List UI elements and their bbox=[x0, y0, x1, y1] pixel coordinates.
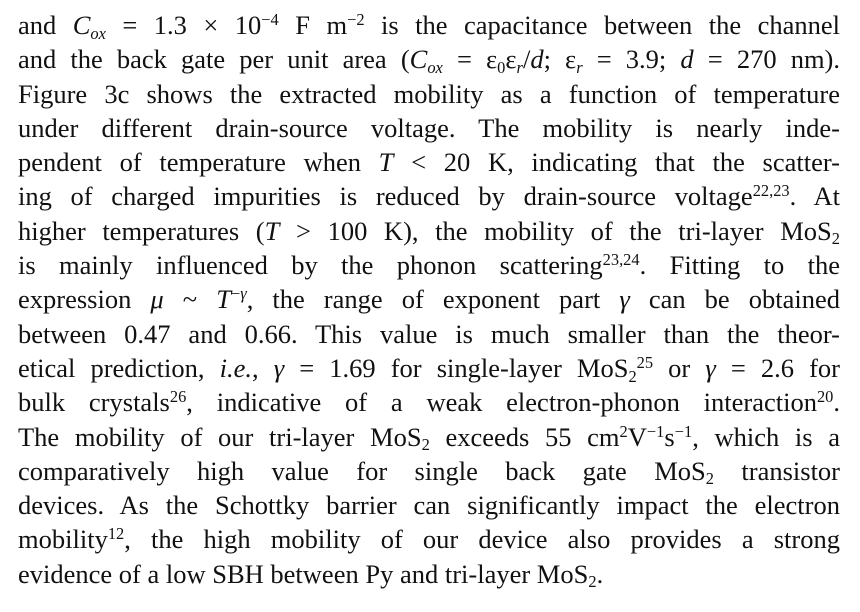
text-line: mobility12, the high mobility of our dev… bbox=[18, 524, 840, 555]
text-line: devices. As the Schottky barrier can sig… bbox=[18, 490, 840, 521]
text-line: under different drain-source voltage. Th… bbox=[18, 112, 840, 143]
text-line: pendent of temperature when T < 20 K, in… bbox=[18, 147, 840, 178]
text-line: evidence of a low SBH between Py and tri… bbox=[18, 558, 604, 592]
text-line: and the back gate per unit area (Cox = ε… bbox=[18, 44, 841, 77]
text-line: and Cox = 1.3 × 10−4 F m−2 is the capaci… bbox=[18, 9, 840, 43]
text-line: expression μ ~ T−γ, the range of exponen… bbox=[18, 284, 840, 315]
text-line: etical prediction, i.e., γ = 1.69 for si… bbox=[18, 352, 841, 386]
text-line: The mobility of our tri-layer MoS2 excee… bbox=[18, 421, 840, 455]
text-line: is mainly influenced by the phonon scatt… bbox=[18, 250, 840, 281]
text-line: Figure 3c shows the extracted mobility a… bbox=[18, 78, 840, 109]
body-paragraph: and Cox = 1.3 × 10−4 F m−2 is the capaci… bbox=[18, 8, 840, 591]
text-line: bulk crystals26, indicative of a weak el… bbox=[18, 387, 840, 418]
text-line: higher temperatures (T > 100 K), the mob… bbox=[18, 215, 840, 249]
text-line: between 0.47 and 0.66. This value is muc… bbox=[18, 318, 840, 349]
text-line: ing of charged impurities is reduced by … bbox=[18, 181, 840, 212]
text-line: comparatively high value for single back… bbox=[18, 455, 841, 489]
